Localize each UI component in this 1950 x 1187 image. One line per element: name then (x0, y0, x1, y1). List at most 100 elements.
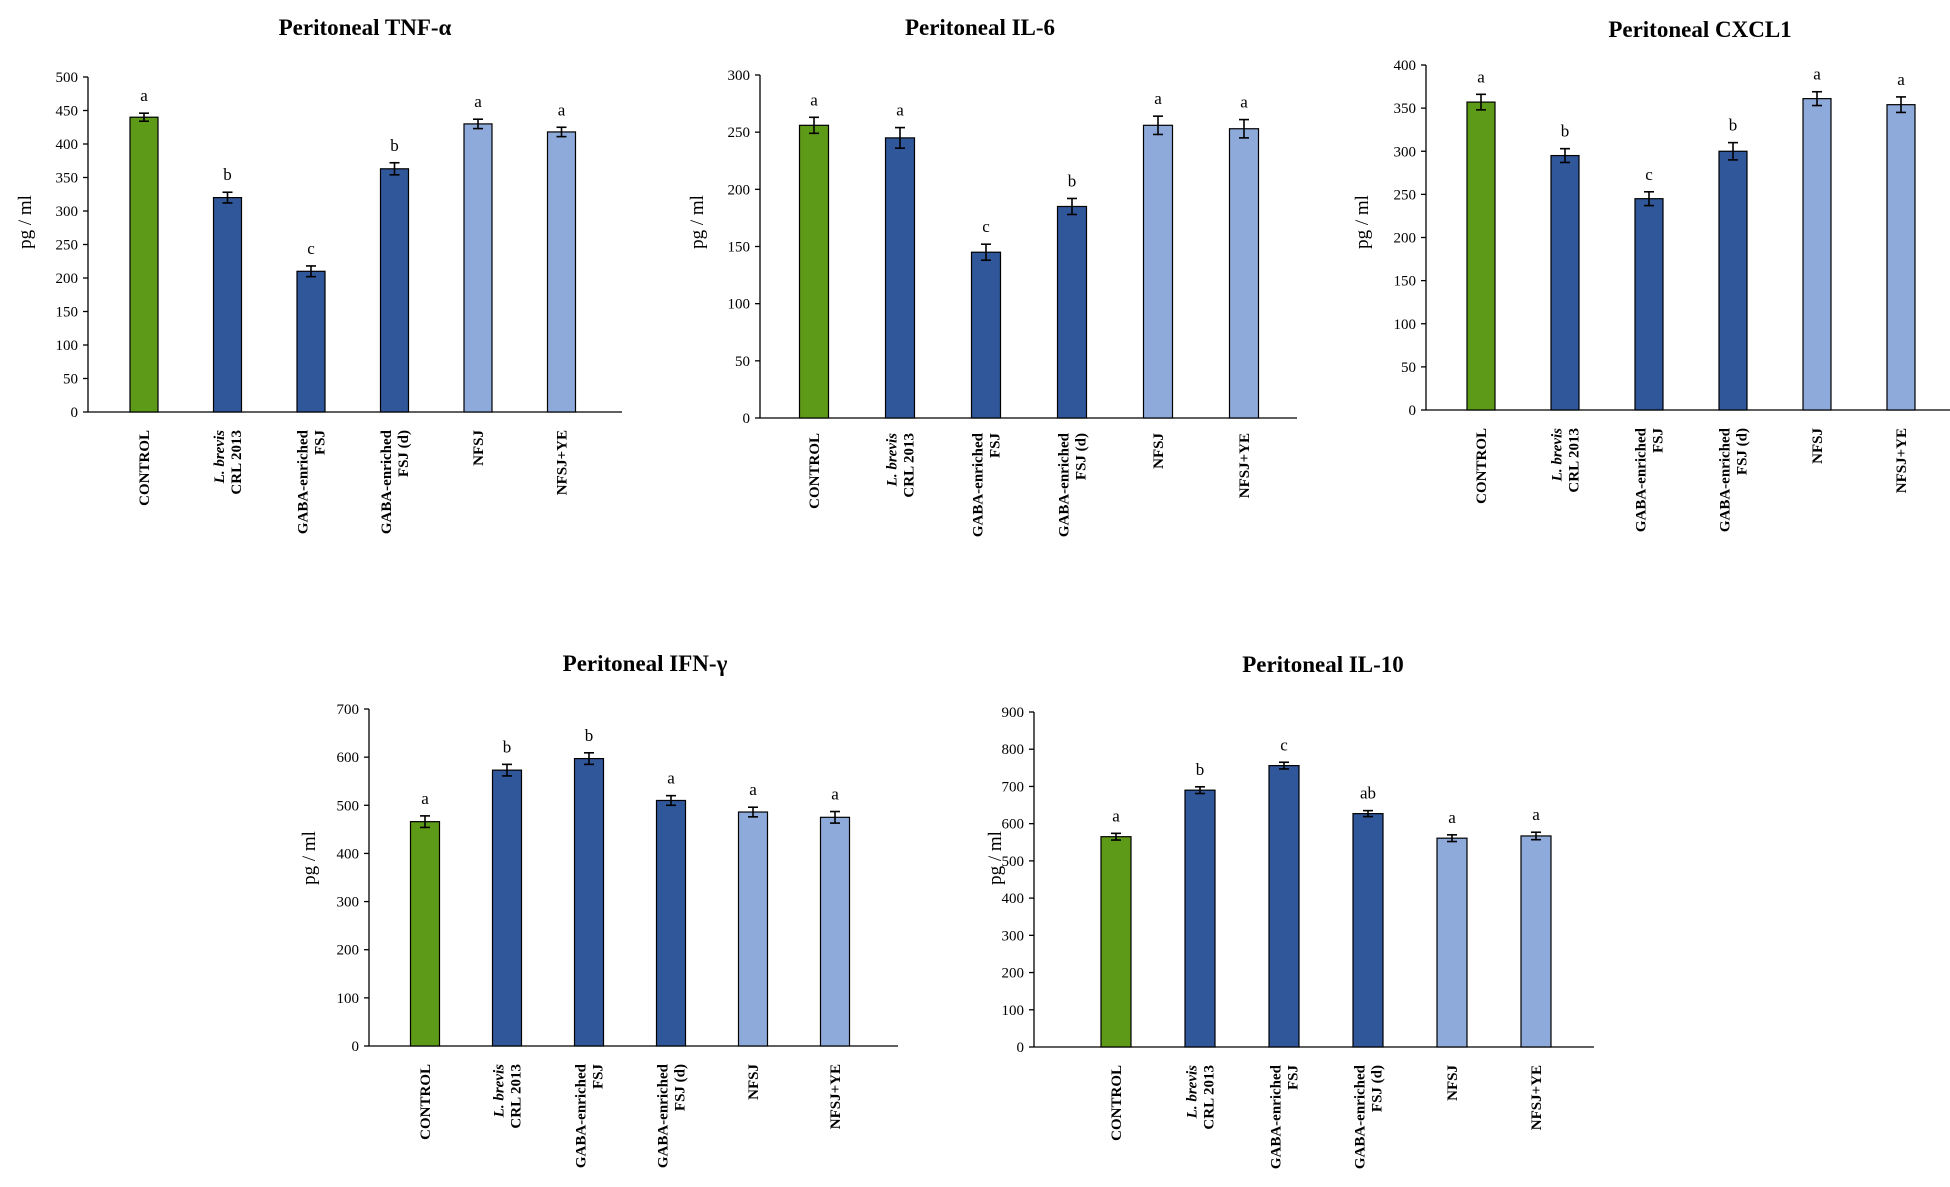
category-label-line: CONTROL (1474, 428, 1490, 504)
category-label: L. brevisCRL 2013 (1185, 1065, 1218, 1130)
category-label-line: GABA-enriched (1269, 1064, 1285, 1169)
chart-title: Peritoneal IL-6 (905, 15, 1055, 40)
significance-label: c (1645, 165, 1653, 184)
category-label: GABA-enrichedFSJ (d) (1718, 427, 1751, 532)
y-tick-label: 400 (337, 846, 360, 862)
category-label-line: NFSJ+YE (828, 1064, 844, 1129)
significance-label: c (982, 217, 990, 236)
y-axis-label: pg / ml (1352, 195, 1373, 249)
category-label-line: FSJ (d) (1074, 433, 1090, 480)
significance-label: a (1240, 93, 1248, 112)
y-tick-label: 700 (1002, 779, 1025, 795)
category-label-line: CRL 2013 (1567, 428, 1583, 493)
y-tick-label: 200 (728, 182, 751, 198)
category-label: CONTROL (1109, 1065, 1125, 1141)
significance-label: a (1897, 70, 1905, 89)
y-tick-label: 100 (56, 338, 79, 354)
y-tick-label: 200 (1394, 231, 1417, 247)
category-label-line: NFSJ+YE (1237, 433, 1253, 498)
category-label: GABA-enrichedFSJ (d) (379, 429, 412, 534)
category-label-line: NFSJ (1810, 428, 1826, 464)
bar (1802, 98, 1832, 411)
category-label-line: GABA-enriched (1057, 432, 1073, 537)
category-label-line: GABA-enriched (1353, 1064, 1369, 1169)
y-tick-label: 50 (1401, 360, 1416, 376)
bar (1268, 764, 1300, 1048)
category-label-line: NFSJ (1445, 1065, 1461, 1101)
bar (1228, 128, 1260, 419)
bar (1184, 789, 1216, 1048)
chart-panel-1: Peritoneal TNF-α pg / ml 0 50 100 150 200 250 30… (15, 15, 622, 534)
category-label: GABA-enrichedFSJ (1269, 1064, 1302, 1169)
significance-label: c (307, 239, 315, 258)
y-tick-label: 200 (56, 271, 79, 287)
significance-label: a (1532, 805, 1540, 824)
category-label: NFSJ+YE (1237, 433, 1253, 498)
significance-label: a (749, 780, 757, 799)
y-tick-label: 900 (1002, 705, 1025, 721)
chart-title: Peritoneal IL-10 (1242, 652, 1404, 677)
y-tick-label: 100 (337, 991, 360, 1007)
bar (379, 168, 410, 413)
category-label-line: GABA-enriched (574, 1063, 590, 1168)
category-label: NFSJ (1810, 428, 1826, 464)
bar (546, 131, 577, 413)
category-label: L. brevisCRL 2013 (885, 433, 918, 498)
y-tick-label: 0 (743, 411, 751, 427)
bar (463, 123, 493, 413)
y-tick-label: 250 (1394, 187, 1417, 203)
y-tick-label: 250 (728, 125, 751, 141)
y-tick-label: 50 (63, 372, 78, 388)
significance-label: b (585, 726, 594, 745)
category-label: L. brevisCRL 2013 (492, 1064, 525, 1129)
y-tick-label: 450 (56, 104, 79, 120)
y-tick-label: 700 (337, 702, 360, 718)
bar (737, 811, 769, 1047)
y-axis-label: pg / ml (15, 195, 36, 249)
category-label-line: FSJ (d) (1370, 1065, 1386, 1112)
category-label-line: NFSJ+YE (1529, 1065, 1545, 1130)
chart-title: Peritoneal CXCL1 (1608, 17, 1791, 42)
chart-title: Peritoneal IFN-γ (563, 651, 728, 676)
chart-panel-3: Peritoneal CXCL1 pg / ml 0 50 100 150 200 250 30… (1352, 17, 1950, 532)
bar (296, 270, 326, 413)
significance-label: a (1477, 67, 1485, 86)
category-label-line: L. brevis (492, 1064, 508, 1118)
category-label-line: FSJ (988, 433, 1004, 459)
significance-label: a (896, 101, 904, 120)
significance-label: b (1068, 171, 1077, 190)
category-label-line: CRL 2013 (902, 433, 918, 498)
y-tick-label: 600 (1002, 817, 1025, 833)
y-tick-label: 100 (728, 297, 751, 313)
category-label-line: FSJ (591, 1064, 607, 1090)
category-label-line: NFSJ (746, 1064, 762, 1100)
y-axis-label: pg / ml (299, 831, 320, 885)
category-label-line: NFSJ+YE (555, 430, 571, 495)
category-label: GABA-enrichedFSJ (1634, 427, 1667, 532)
category-label-line: FSJ (d) (673, 1064, 689, 1111)
category-label-line: GABA-enriched (1634, 427, 1650, 532)
significance-label: a (1112, 806, 1120, 825)
chart-title: Peritoneal TNF-α (279, 15, 452, 40)
y-tick-label: 300 (728, 68, 751, 84)
y-tick-label: 300 (1002, 928, 1025, 944)
bar (1886, 104, 1916, 411)
y-tick-label: 500 (337, 798, 360, 814)
y-tick-label: 150 (56, 305, 79, 321)
y-tick-label: 400 (1002, 891, 1025, 907)
category-label: L. brevisCRL 2013 (212, 430, 245, 495)
significance-label: a (667, 769, 675, 788)
y-axis-label: pg / ml (687, 195, 708, 249)
bar (1142, 124, 1174, 419)
significance-label: b (390, 136, 399, 155)
category-label-line: FSJ (313, 430, 329, 456)
category-label-line: L. brevis (212, 430, 228, 484)
bar (970, 251, 1002, 419)
significance-label: a (140, 86, 148, 105)
category-label: GABA-enrichedFSJ (296, 429, 329, 534)
category-label: NFSJ+YE (1529, 1065, 1545, 1130)
category-label: CONTROL (137, 430, 153, 506)
significance-label: a (421, 789, 429, 808)
bar (1056, 205, 1088, 419)
